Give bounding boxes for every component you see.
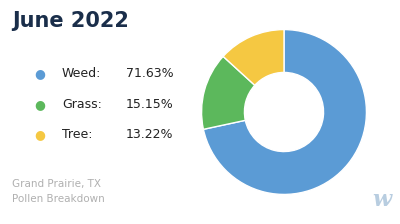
Text: Weed:: Weed: [62,67,101,80]
Wedge shape [223,30,284,85]
Text: Grand Prairie, TX
Pollen Breakdown: Grand Prairie, TX Pollen Breakdown [12,179,105,204]
Text: Tree:: Tree: [62,128,92,141]
Text: June 2022: June 2022 [12,11,129,31]
Text: Grass:: Grass: [62,98,102,111]
Wedge shape [204,30,366,194]
Text: ●: ● [34,128,46,141]
Text: 13.22%: 13.22% [126,128,174,141]
Wedge shape [202,56,255,129]
Text: 71.63%: 71.63% [126,67,174,80]
Text: ●: ● [34,98,46,111]
Text: w: w [372,189,392,211]
Text: 15.15%: 15.15% [126,98,174,111]
Text: ●: ● [34,67,46,80]
